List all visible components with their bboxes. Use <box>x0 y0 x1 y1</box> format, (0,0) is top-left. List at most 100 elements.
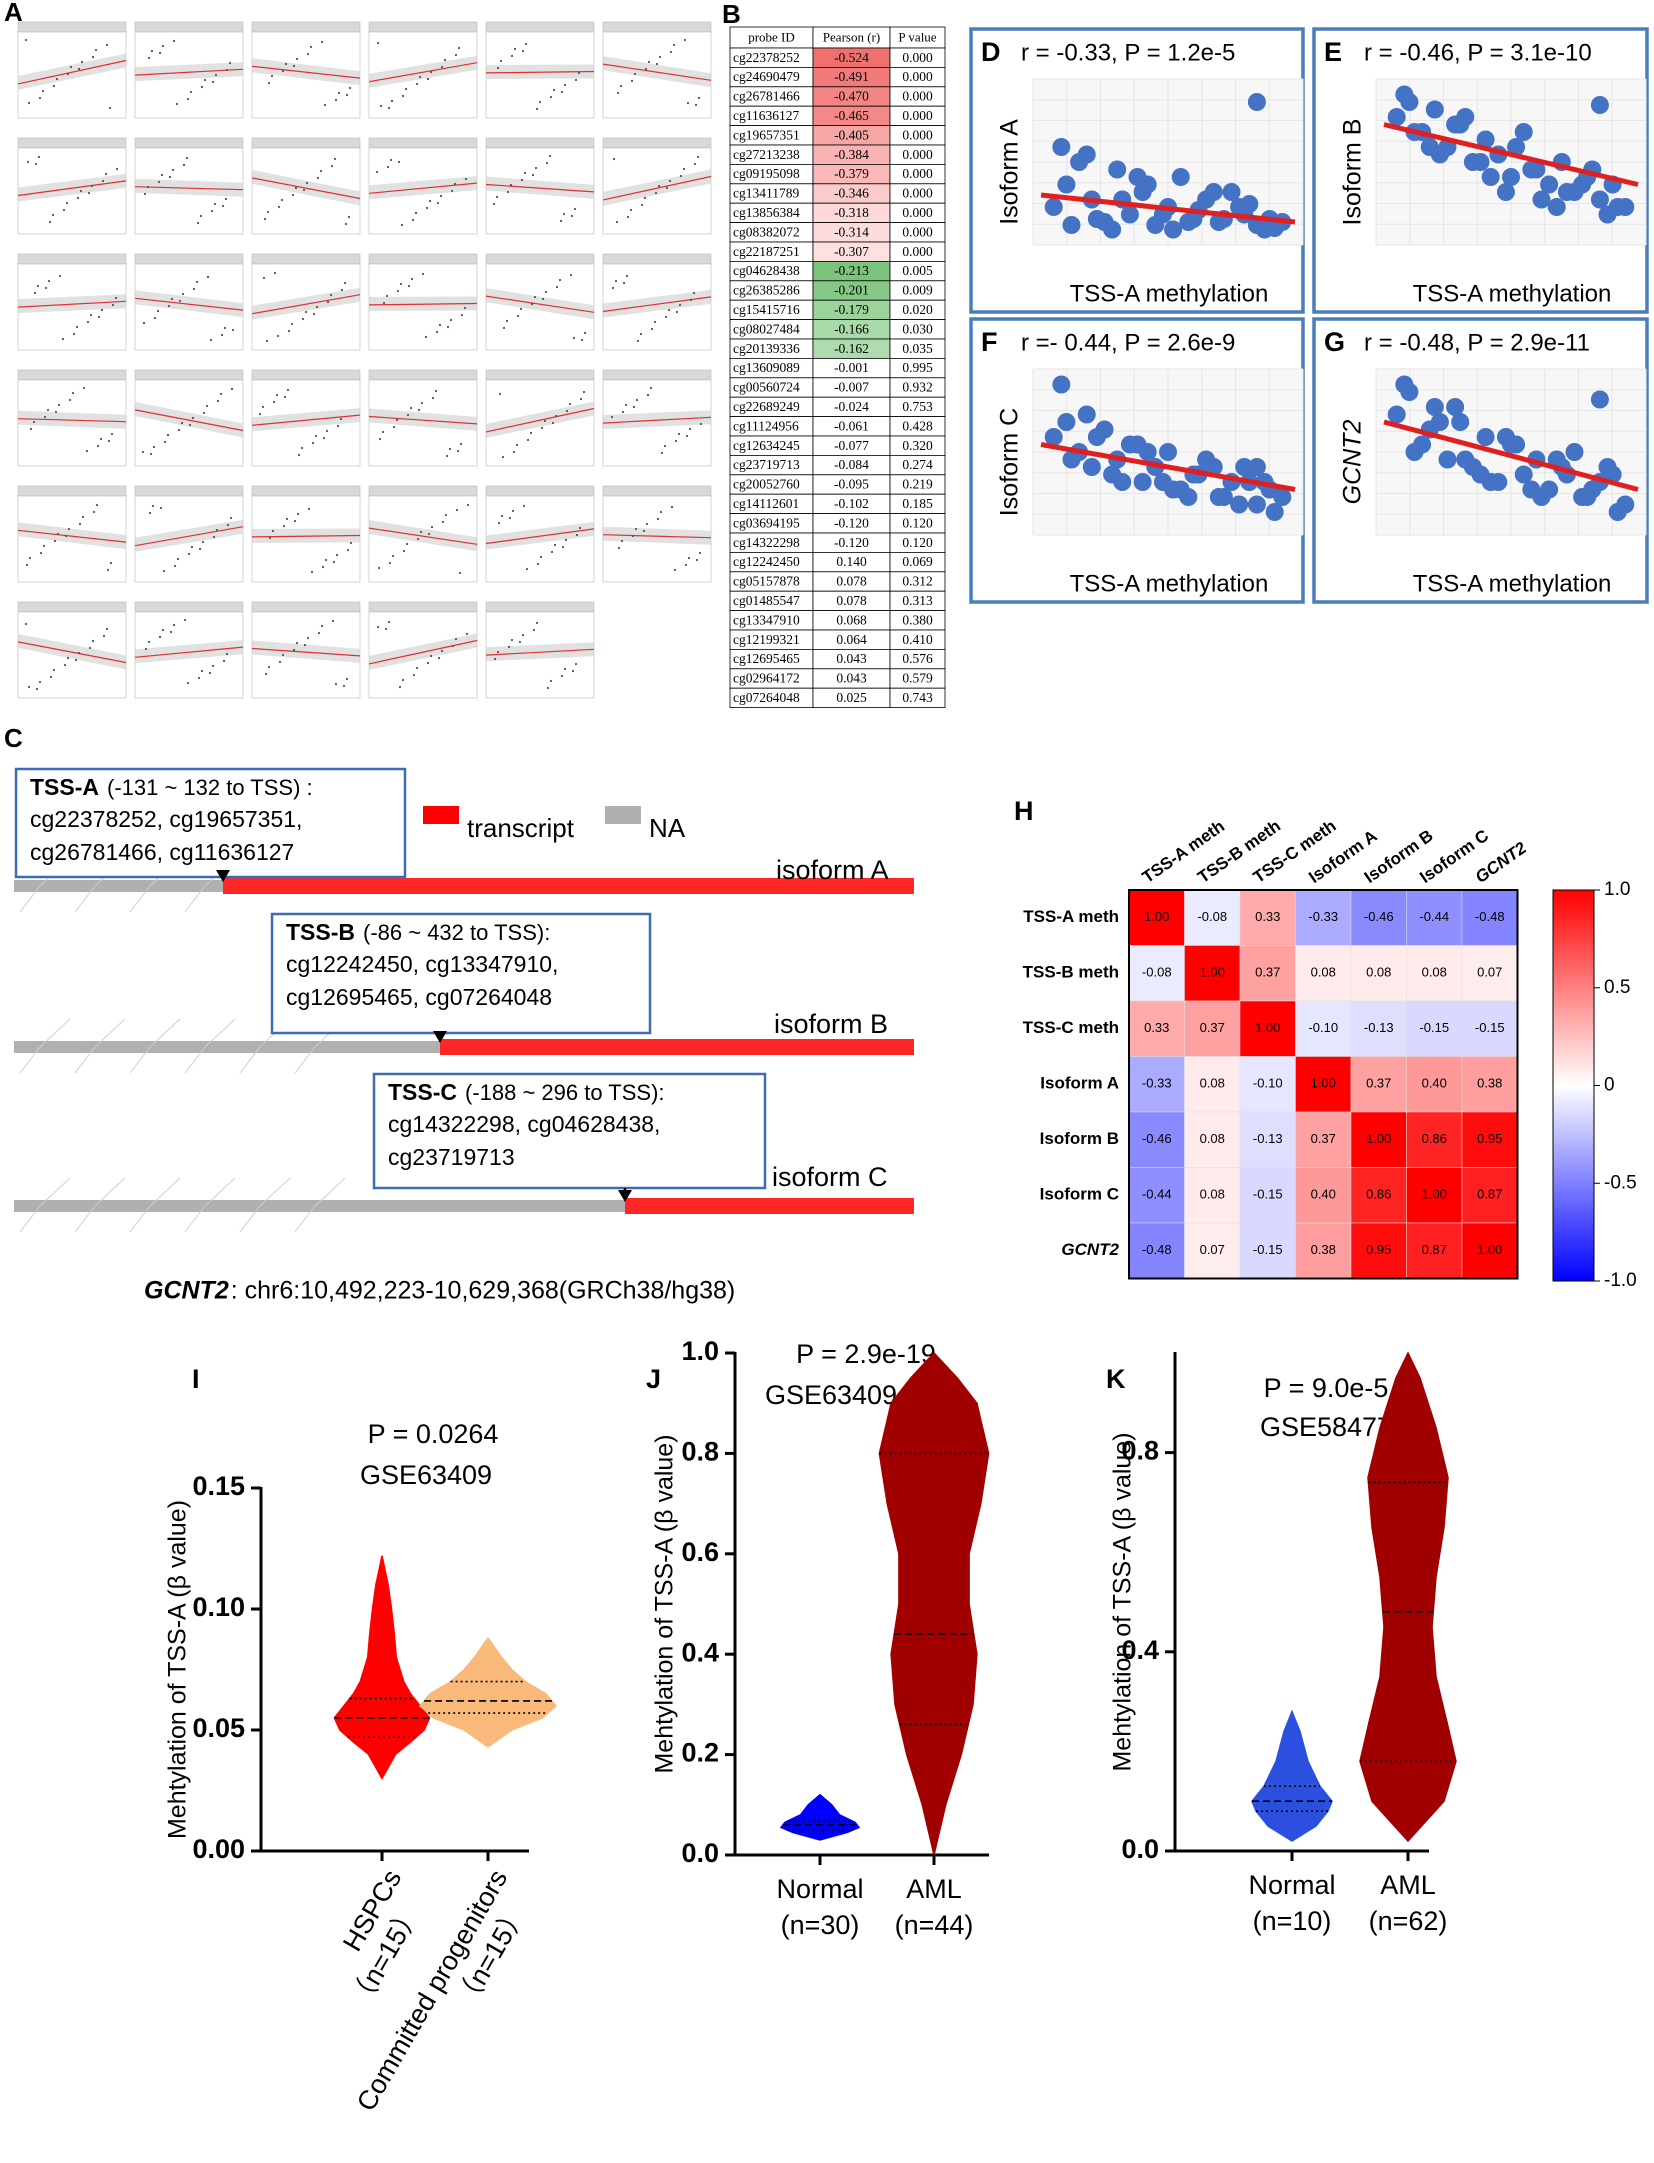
mini-plot-dot <box>391 554 395 558</box>
point <box>1425 100 1444 119</box>
chart-title: r =- 0.44, P = 2.6e-9 <box>1021 329 1235 356</box>
mini-plot-dot <box>375 170 379 174</box>
mini-plot-dot <box>533 295 537 299</box>
mini-plot-dot <box>574 78 578 82</box>
point <box>1057 175 1076 194</box>
mini-plot-dot <box>518 640 522 644</box>
mini-plot-dot <box>689 298 693 302</box>
mini-plot-dot <box>674 439 678 443</box>
panel-label: H <box>1014 796 1034 826</box>
table-text: -0.166 <box>834 321 869 336</box>
mini-plot-dot <box>169 630 173 634</box>
mini-plot-dot <box>535 107 539 111</box>
mini-plot-dot <box>614 279 618 283</box>
mini-plot-dot <box>208 671 212 675</box>
table-text: 0.743 <box>902 690 933 705</box>
mini-plot-dot <box>342 684 346 688</box>
cell-label: -0.46 <box>1364 909 1394 924</box>
point <box>1108 160 1127 179</box>
legend-label: NA <box>649 813 686 843</box>
chart-title: r = -0.33, P = 1.2e-5 <box>1021 39 1235 66</box>
mini-plot-dot <box>185 156 189 160</box>
cell-label: -0.48 <box>1475 909 1505 924</box>
mini-plot-fit <box>485 648 595 656</box>
cell-label: 0.87 <box>1422 1242 1447 1257</box>
cell-label: 0.08 <box>1311 965 1336 980</box>
mini-plot-dot <box>162 569 166 573</box>
mini-plot-dot <box>310 570 314 574</box>
mini-plot-dot <box>161 44 165 48</box>
mini-plot-dot <box>105 627 109 631</box>
cell-label: 1.00 <box>1366 1131 1391 1146</box>
y-tick-label: 0.15 <box>192 1471 245 1501</box>
mini-plot-dot <box>104 172 108 176</box>
table-text: cg15415716 <box>733 302 800 317</box>
mini-plot-dot <box>167 304 171 308</box>
mini-plot-dot <box>146 185 150 189</box>
point <box>1120 205 1139 224</box>
mini-plot-dot <box>35 687 39 691</box>
probe-tick <box>19 885 41 913</box>
heatmap-cell <box>1406 1056 1463 1113</box>
mini-plot-fit <box>602 416 712 424</box>
point <box>1087 210 1106 228</box>
mini-plot-dot <box>546 686 550 690</box>
mini-plot-dot <box>320 624 324 628</box>
mini-plot-dot <box>334 682 338 686</box>
mini-plot-dot <box>445 454 449 458</box>
mini-plot-dot <box>187 552 191 556</box>
mini-plot-dot <box>58 274 62 278</box>
point <box>1159 443 1177 461</box>
mini-plot-dot <box>417 408 421 412</box>
heatmap-cell <box>1128 1111 1185 1168</box>
chart-title: r = -0.48, P = 2.9e-11 <box>1364 329 1590 356</box>
mini-plot-dot <box>191 416 195 420</box>
mini-plot-header <box>485 369 595 381</box>
mini-plot-dot <box>292 64 296 68</box>
table-text: cg11124956 <box>733 418 799 433</box>
table-text: -0.318 <box>834 205 869 220</box>
mini-plot-fit <box>17 59 127 85</box>
point <box>1052 375 1071 394</box>
mini-plot-dot <box>563 667 567 671</box>
point <box>1481 473 1500 491</box>
mini-plot-dot <box>649 386 653 390</box>
mini-plot-dot <box>51 213 55 217</box>
table-text: cg07264048 <box>733 690 800 705</box>
mini-plot-dot <box>100 308 104 312</box>
table-text: 0.078 <box>836 593 867 608</box>
mini-plot-dot <box>202 411 206 415</box>
point <box>1113 473 1132 491</box>
mini-plot-dot <box>181 292 185 296</box>
table-text: 0.120 <box>902 515 933 530</box>
mini-plot-dot <box>441 520 445 524</box>
mini-plot-dot <box>434 389 438 393</box>
mini-plot-dot <box>55 77 59 81</box>
point <box>1164 480 1183 499</box>
heatmap-cell <box>1295 945 1352 1002</box>
mini-plot-dot <box>102 634 106 638</box>
table-text: cg23719713 <box>733 457 800 472</box>
mini-plot-dot <box>668 179 672 183</box>
mini-plot-dot <box>149 452 153 456</box>
chart-title: P = 0.0264 <box>368 1419 499 1449</box>
row-label: TSS-C meth <box>1023 1018 1119 1037</box>
mini-plot-dot <box>699 422 703 426</box>
mini-plot-dot <box>226 523 230 527</box>
mini-plot-dot <box>565 409 569 413</box>
mini-plot-dot <box>505 319 509 323</box>
point <box>1456 450 1475 469</box>
probe-tick <box>259 1177 291 1207</box>
mini-plot-dot <box>265 339 269 343</box>
panel-label: I <box>192 1364 200 1394</box>
point <box>1204 183 1223 201</box>
mini-plot-dot <box>200 669 204 673</box>
point <box>1395 375 1414 394</box>
mini-plot-dot <box>693 162 697 166</box>
table-text: -0.314 <box>834 224 869 239</box>
mini-plot-dot <box>636 339 640 343</box>
mini-plot-dot <box>506 190 510 194</box>
colorbar-tick-label: 1.0 <box>1604 879 1630 900</box>
mini-plot-dot <box>79 189 83 193</box>
y-tick-label: 1.0 <box>681 1336 719 1366</box>
